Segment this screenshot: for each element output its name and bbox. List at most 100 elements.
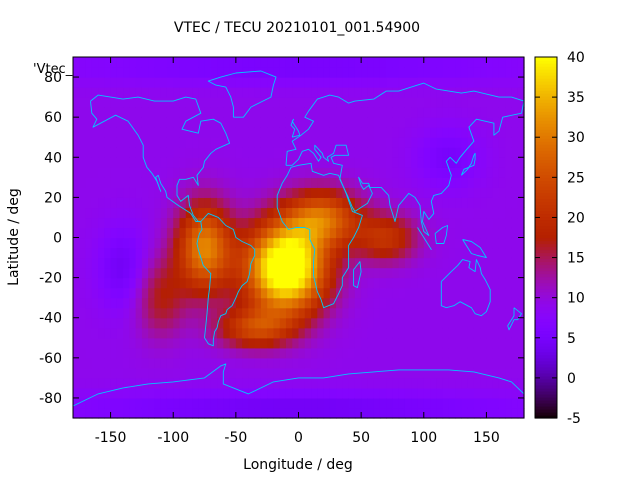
heatmap-cell	[85, 347, 93, 359]
heatmap-cell	[329, 287, 337, 299]
heatmap-cell	[254, 167, 262, 178]
heatmap-cell	[267, 407, 275, 419]
heatmap-cell	[91, 77, 99, 88]
heatmap-cell	[135, 407, 143, 419]
heatmap-cell	[329, 327, 337, 339]
colorbar-segment	[535, 105, 557, 109]
heatmap-cell	[398, 117, 406, 128]
colorbar-segment	[535, 381, 557, 386]
coast-new-zealand	[507, 307, 522, 331]
heatmap-cell	[198, 297, 206, 309]
heatmap-cell	[248, 397, 256, 409]
heatmap-cell	[223, 297, 231, 309]
heatmap-cell	[392, 317, 400, 329]
heatmap-cell	[404, 137, 412, 148]
heatmap-cell	[104, 347, 112, 359]
heatmap-cell	[348, 337, 356, 349]
heatmap-cell	[260, 77, 268, 88]
heatmap-cell	[135, 277, 143, 289]
heatmap-cell	[323, 337, 331, 349]
heatmap-cell	[430, 287, 437, 299]
heatmap-cell	[423, 127, 431, 138]
heatmap-cell	[135, 197, 143, 209]
heatmap-cell	[511, 307, 519, 319]
heatmap-cell	[448, 407, 456, 419]
heatmap-cell	[298, 377, 306, 389]
heatmap-cell	[354, 157, 362, 168]
heatmap-cell	[373, 407, 381, 419]
heatmap-cell	[292, 307, 300, 319]
heatmap-cell	[116, 157, 124, 168]
heatmap-cell	[273, 287, 281, 299]
heatmap-cell	[354, 287, 362, 299]
heatmap-cell	[480, 107, 488, 118]
heatmap-cell	[423, 387, 431, 399]
heatmap-cell	[505, 207, 513, 219]
heatmap-cell	[448, 227, 456, 239]
heatmap-cell	[442, 187, 450, 198]
heatmap-cell	[91, 97, 99, 108]
colorbar-segment	[535, 249, 557, 254]
heatmap-cell	[348, 307, 356, 319]
heatmap-cell	[423, 77, 431, 88]
heatmap-cell	[361, 207, 368, 219]
heatmap-cell	[229, 387, 237, 399]
heatmap-cell	[217, 327, 224, 339]
heatmap-cell	[348, 87, 356, 98]
heatmap-cell	[79, 137, 87, 148]
heatmap-cell	[98, 187, 105, 198]
heatmap-cell	[85, 67, 93, 78]
heatmap-cell	[379, 367, 387, 379]
heatmap-cell	[386, 367, 394, 379]
heatmap-cell	[298, 317, 306, 329]
heatmap-cell	[317, 227, 325, 239]
heatmap-cell	[298, 347, 306, 359]
heatmap-cell	[386, 217, 394, 229]
heatmap-cell	[511, 347, 519, 359]
heatmap-cell	[486, 257, 494, 269]
heatmap-cell	[223, 167, 231, 178]
heatmap-cell	[279, 157, 287, 168]
heatmap-cell	[411, 57, 419, 68]
heatmap-cell	[260, 97, 268, 108]
heatmap-cell	[511, 317, 519, 329]
heatmap-cell	[398, 187, 406, 198]
heatmap-cell	[367, 347, 375, 359]
heatmap-cell	[273, 387, 281, 399]
colorbar-segment	[535, 204, 557, 209]
colorbar-segment	[535, 405, 557, 410]
heatmap-cell	[192, 257, 199, 269]
heatmap-cell	[467, 157, 475, 168]
colorbar-tick-label: 20	[567, 210, 585, 226]
heatmap-cell	[480, 187, 488, 198]
heatmap-cell	[235, 177, 243, 188]
heatmap-cell	[361, 297, 368, 309]
heatmap-cell	[267, 227, 275, 239]
heatmap-cell	[235, 297, 243, 309]
heatmap-cell	[123, 337, 130, 349]
heatmap-cell	[79, 327, 87, 339]
heatmap-cell	[442, 267, 450, 279]
heatmap-cell	[179, 327, 187, 339]
colorbar-segment	[535, 363, 557, 368]
heatmap-cell	[511, 277, 519, 289]
heatmap-cell	[373, 267, 381, 279]
heatmap-cell	[123, 137, 130, 148]
heatmap-cell	[116, 127, 124, 138]
heatmap-cell	[467, 397, 475, 409]
heatmap-cell	[285, 327, 293, 339]
heatmap-cell	[317, 347, 325, 359]
heatmap-cell	[373, 57, 381, 68]
heatmap-cell	[480, 197, 488, 209]
heatmap-cell	[273, 397, 281, 409]
heatmap-cell	[298, 77, 306, 88]
heatmap-cell	[342, 317, 350, 329]
heatmap-cell	[398, 87, 406, 98]
colorbar-segment	[535, 138, 557, 142]
heatmap-cell	[242, 357, 249, 369]
heatmap-cell	[480, 217, 488, 229]
heatmap-cell	[154, 107, 162, 118]
heatmap-cell	[292, 237, 300, 249]
heatmap-cell	[348, 277, 356, 289]
heatmap-cell	[129, 237, 137, 249]
